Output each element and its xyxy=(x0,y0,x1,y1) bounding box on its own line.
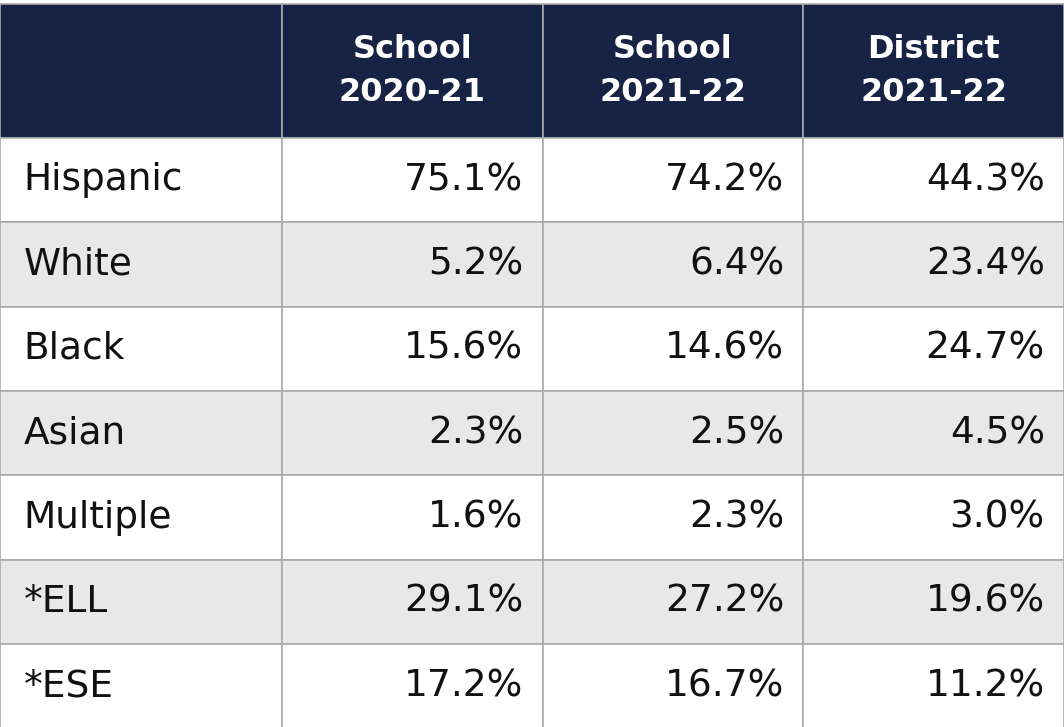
Bar xyxy=(543,475,803,560)
Bar xyxy=(282,475,543,560)
Text: 3.0%: 3.0% xyxy=(949,499,1045,536)
Text: *ESE: *ESE xyxy=(23,668,114,704)
Text: 44.3%: 44.3% xyxy=(926,162,1045,198)
Text: 2.3%: 2.3% xyxy=(688,499,784,536)
Bar xyxy=(282,138,543,222)
Bar xyxy=(0,307,282,391)
Text: Hispanic: Hispanic xyxy=(23,162,183,198)
Text: School
2020-21: School 2020-21 xyxy=(338,34,486,108)
Text: 4.5%: 4.5% xyxy=(950,415,1045,451)
Bar xyxy=(0,560,282,644)
Text: Asian: Asian xyxy=(23,415,126,451)
Bar xyxy=(0,138,282,222)
Bar xyxy=(0,475,282,560)
Text: 24.7%: 24.7% xyxy=(926,331,1045,367)
Bar xyxy=(803,391,1064,475)
Bar xyxy=(282,560,543,644)
Bar xyxy=(0,222,282,307)
Bar xyxy=(543,4,803,138)
Bar xyxy=(543,560,803,644)
Text: 11.2%: 11.2% xyxy=(926,668,1045,704)
Bar xyxy=(803,4,1064,138)
Text: 27.2%: 27.2% xyxy=(665,584,784,620)
Text: 16.7%: 16.7% xyxy=(665,668,784,704)
Text: 19.6%: 19.6% xyxy=(926,584,1045,620)
Bar xyxy=(282,391,543,475)
Text: 17.2%: 17.2% xyxy=(404,668,523,704)
Bar xyxy=(282,644,543,727)
Text: 14.6%: 14.6% xyxy=(665,331,784,367)
Text: District
2021-22: District 2021-22 xyxy=(860,34,1008,108)
Text: 6.4%: 6.4% xyxy=(688,246,784,283)
Bar xyxy=(803,560,1064,644)
Bar xyxy=(543,391,803,475)
Bar xyxy=(803,644,1064,727)
Text: 5.2%: 5.2% xyxy=(428,246,523,283)
Text: Multiple: Multiple xyxy=(23,499,172,536)
Bar xyxy=(803,307,1064,391)
Bar xyxy=(543,222,803,307)
Text: School
2021-22: School 2021-22 xyxy=(599,34,747,108)
Text: 29.1%: 29.1% xyxy=(404,584,523,620)
Bar xyxy=(543,138,803,222)
Bar xyxy=(803,222,1064,307)
Bar xyxy=(0,4,282,138)
Text: 2.3%: 2.3% xyxy=(428,415,523,451)
Bar xyxy=(803,475,1064,560)
Bar xyxy=(282,307,543,391)
Text: *ELL: *ELL xyxy=(23,584,107,620)
Text: 23.4%: 23.4% xyxy=(926,246,1045,283)
Text: 1.6%: 1.6% xyxy=(428,499,523,536)
Bar xyxy=(543,644,803,727)
Text: White: White xyxy=(23,246,132,283)
Text: 2.5%: 2.5% xyxy=(688,415,784,451)
Bar xyxy=(282,222,543,307)
Bar xyxy=(543,307,803,391)
Text: 75.1%: 75.1% xyxy=(404,162,523,198)
Bar xyxy=(0,644,282,727)
Bar xyxy=(0,391,282,475)
Bar xyxy=(803,138,1064,222)
Bar xyxy=(282,4,543,138)
Text: Black: Black xyxy=(23,331,124,367)
Text: 15.6%: 15.6% xyxy=(404,331,523,367)
Text: 74.2%: 74.2% xyxy=(665,162,784,198)
